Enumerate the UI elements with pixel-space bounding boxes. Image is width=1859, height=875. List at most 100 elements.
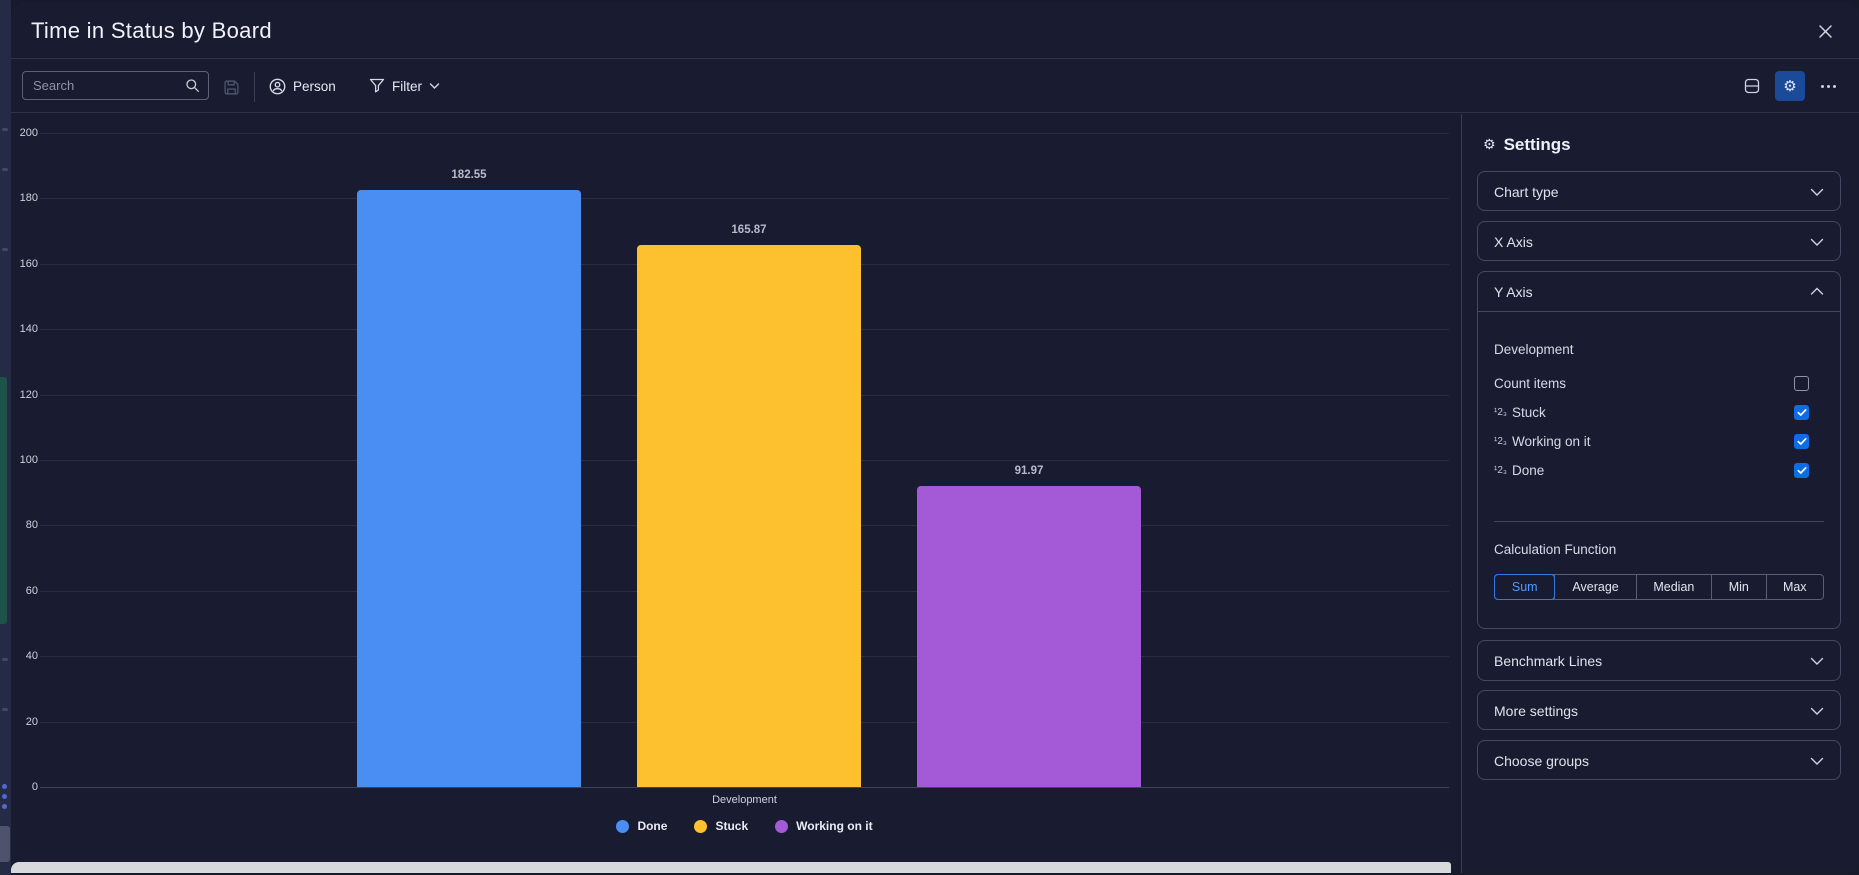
more-options-button[interactable]: [1813, 71, 1843, 101]
background-artifact: [2, 708, 8, 711]
chart-legend: Done Stuck Working on it: [40, 819, 1449, 833]
legend-item-working-on-it[interactable]: Working on it: [775, 819, 873, 833]
calc-option-average[interactable]: Average: [1555, 575, 1637, 599]
chevron-down-icon: [1810, 657, 1824, 665]
chevron-down-icon: [429, 83, 440, 89]
check-icon: [1797, 379, 1807, 388]
close-button[interactable]: [1811, 17, 1839, 45]
legend-label: Done: [637, 819, 668, 833]
background-artifact: [2, 248, 8, 251]
metric-label: Done: [1512, 463, 1545, 478]
calc-option-sum[interactable]: Sum: [1493, 574, 1556, 600]
gear-icon: ⚙: [1783, 76, 1797, 95]
y-axis-settings-content: Development Count items ¹2₃ Stuck: [1478, 312, 1840, 600]
chevron-down-icon: [1810, 707, 1824, 715]
section-benchmark-lines: Benchmark Lines: [1477, 640, 1841, 681]
bar-stuck[interactable]: [637, 244, 861, 787]
y-axis-tick-label: 100: [19, 454, 38, 466]
metric-row-stuck: ¹2₃ Stuck: [1494, 398, 1824, 427]
split-view-button[interactable]: [1737, 71, 1767, 101]
gridline: [40, 198, 1449, 200]
done-checkbox[interactable]: [1794, 463, 1809, 478]
filter-button-label: Filter: [392, 78, 422, 94]
section-label: Benchmark Lines: [1494, 653, 1603, 669]
y-axis-tick-label: 20: [25, 715, 38, 728]
calc-option-min[interactable]: Min: [1712, 575, 1767, 599]
section-more-settings-header[interactable]: More settings: [1478, 691, 1840, 731]
legend-dot: [775, 819, 789, 833]
section-x-axis-header[interactable]: X Axis: [1478, 222, 1840, 262]
legend-item-stuck[interactable]: Stuck: [694, 819, 748, 833]
check-icon: [1796, 437, 1807, 445]
background-group-color-bar: [0, 377, 7, 624]
bar-working-on-it[interactable]: [917, 486, 1141, 787]
person-filter-button[interactable]: Person: [261, 70, 344, 102]
search-box: [22, 71, 209, 100]
calculation-function-control: Sum Average Median Min Max: [1493, 574, 1824, 600]
settings-gear-icon: ⚙: [1483, 137, 1496, 153]
toolbar-right-actions: ⚙: [1737, 71, 1843, 101]
settings-inner-divider: [1494, 521, 1824, 522]
settings-toggle-button[interactable]: ⚙: [1775, 71, 1805, 101]
section-label: Choose groups: [1494, 753, 1589, 769]
modal-title-bar: Time in Status by Board: [11, 2, 1859, 59]
search-input[interactable]: [33, 78, 185, 93]
background-artifact: [2, 168, 8, 171]
metric-row-count-items: Count items: [1494, 369, 1824, 398]
background-page-strip: [0, 0, 11, 875]
section-label: Chart type: [1494, 184, 1559, 200]
y-axis-tick-label: 40: [25, 650, 38, 663]
close-icon: [1818, 24, 1832, 38]
gridline: [40, 787, 1449, 788]
chevron-down-icon: [1810, 757, 1824, 765]
background-dot: [2, 804, 7, 809]
check-icon: [1796, 466, 1807, 474]
horizontal-scrollbar[interactable]: [11, 862, 1451, 873]
y-axis-tick-label: 60: [25, 584, 38, 597]
search-icon: [186, 79, 199, 92]
check-icon: [1796, 408, 1807, 416]
bar-done[interactable]: [357, 190, 581, 787]
save-search-button[interactable]: [222, 78, 240, 96]
person-icon: [269, 78, 286, 94]
section-label: X Axis: [1494, 234, 1533, 250]
chevron-down-icon: [1810, 238, 1824, 246]
legend-label: Stuck: [715, 819, 749, 833]
working-on-it-checkbox[interactable]: [1794, 434, 1809, 449]
background-artifact: [2, 128, 8, 131]
section-benchmark-header[interactable]: Benchmark Lines: [1478, 641, 1840, 681]
section-choose-groups-header[interactable]: Choose groups: [1478, 741, 1840, 781]
save-icon: [223, 79, 239, 95]
settings-panel: ⚙ Settings Chart type X Axis: [1462, 114, 1859, 873]
background-artifact: [2, 658, 8, 661]
stuck-checkbox[interactable]: [1794, 405, 1809, 420]
count-items-checkbox[interactable]: [1794, 376, 1809, 391]
settings-header: ⚙ Settings: [1483, 135, 1571, 155]
x-axis-category-label: Development: [712, 794, 777, 806]
section-chart-type: Chart type: [1477, 171, 1841, 211]
metric-label: Working on it: [1512, 434, 1591, 449]
y-axis-tick-label: 200: [19, 127, 38, 139]
section-y-axis-header[interactable]: Y Axis: [1478, 272, 1840, 312]
section-choose-groups: Choose groups: [1477, 740, 1841, 780]
metric-label: Stuck: [1512, 405, 1546, 420]
chevron-down-icon: [1810, 188, 1824, 196]
chevron-up-icon: [1810, 287, 1824, 295]
section-more-settings: More settings: [1477, 690, 1841, 730]
chart-pane: 0 20 40 60 80 100 120 140 160 180 200 182.55 165.87 9…: [11, 114, 1461, 862]
calc-option-max[interactable]: Max: [1782, 580, 1807, 594]
split-layout-icon: [1744, 78, 1760, 94]
legend-dot: [616, 819, 630, 833]
numbers-column-icon: ¹2₃: [1494, 465, 1507, 476]
settings-title: Settings: [1503, 135, 1571, 154]
bar-value-label: 182.55: [451, 169, 487, 182]
metric-row-done: ¹2₃ Done: [1494, 456, 1824, 485]
toolbar: Person Filter ⚙: [11, 60, 1859, 113]
legend-dot: [694, 819, 708, 833]
calc-option-median[interactable]: Median: [1637, 575, 1713, 599]
section-label: Y Axis: [1494, 283, 1533, 300]
legend-item-done[interactable]: Done: [616, 819, 667, 833]
section-chart-type-header[interactable]: Chart type: [1478, 172, 1840, 212]
filter-button[interactable]: Filter: [361, 70, 448, 102]
